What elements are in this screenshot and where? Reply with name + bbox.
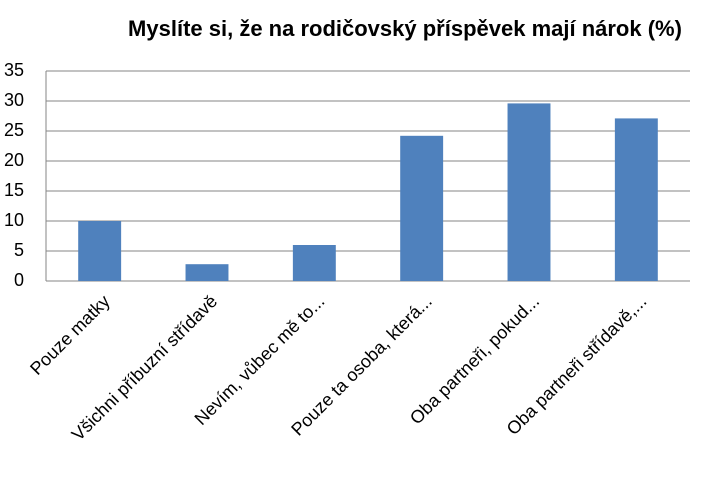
y-tick-label: 10 xyxy=(4,210,24,230)
bar xyxy=(400,135,444,281)
y-tick-label: 25 xyxy=(4,120,24,140)
x-tick-label: Pouze matky xyxy=(26,291,114,379)
bar xyxy=(292,245,336,281)
y-tick-label: 20 xyxy=(4,150,24,170)
y-tick-label: 0 xyxy=(14,270,24,290)
y-tick-label: 5 xyxy=(14,240,24,260)
y-tick-label: 35 xyxy=(4,60,24,80)
bar xyxy=(78,221,122,281)
chart-title: Myslíte si, že na rodičovský příspěvek m… xyxy=(128,16,682,41)
y-tick-label: 30 xyxy=(4,90,24,110)
bar xyxy=(185,264,229,281)
bar xyxy=(507,103,551,282)
y-tick-label: 15 xyxy=(4,180,24,200)
bar xyxy=(614,118,658,282)
